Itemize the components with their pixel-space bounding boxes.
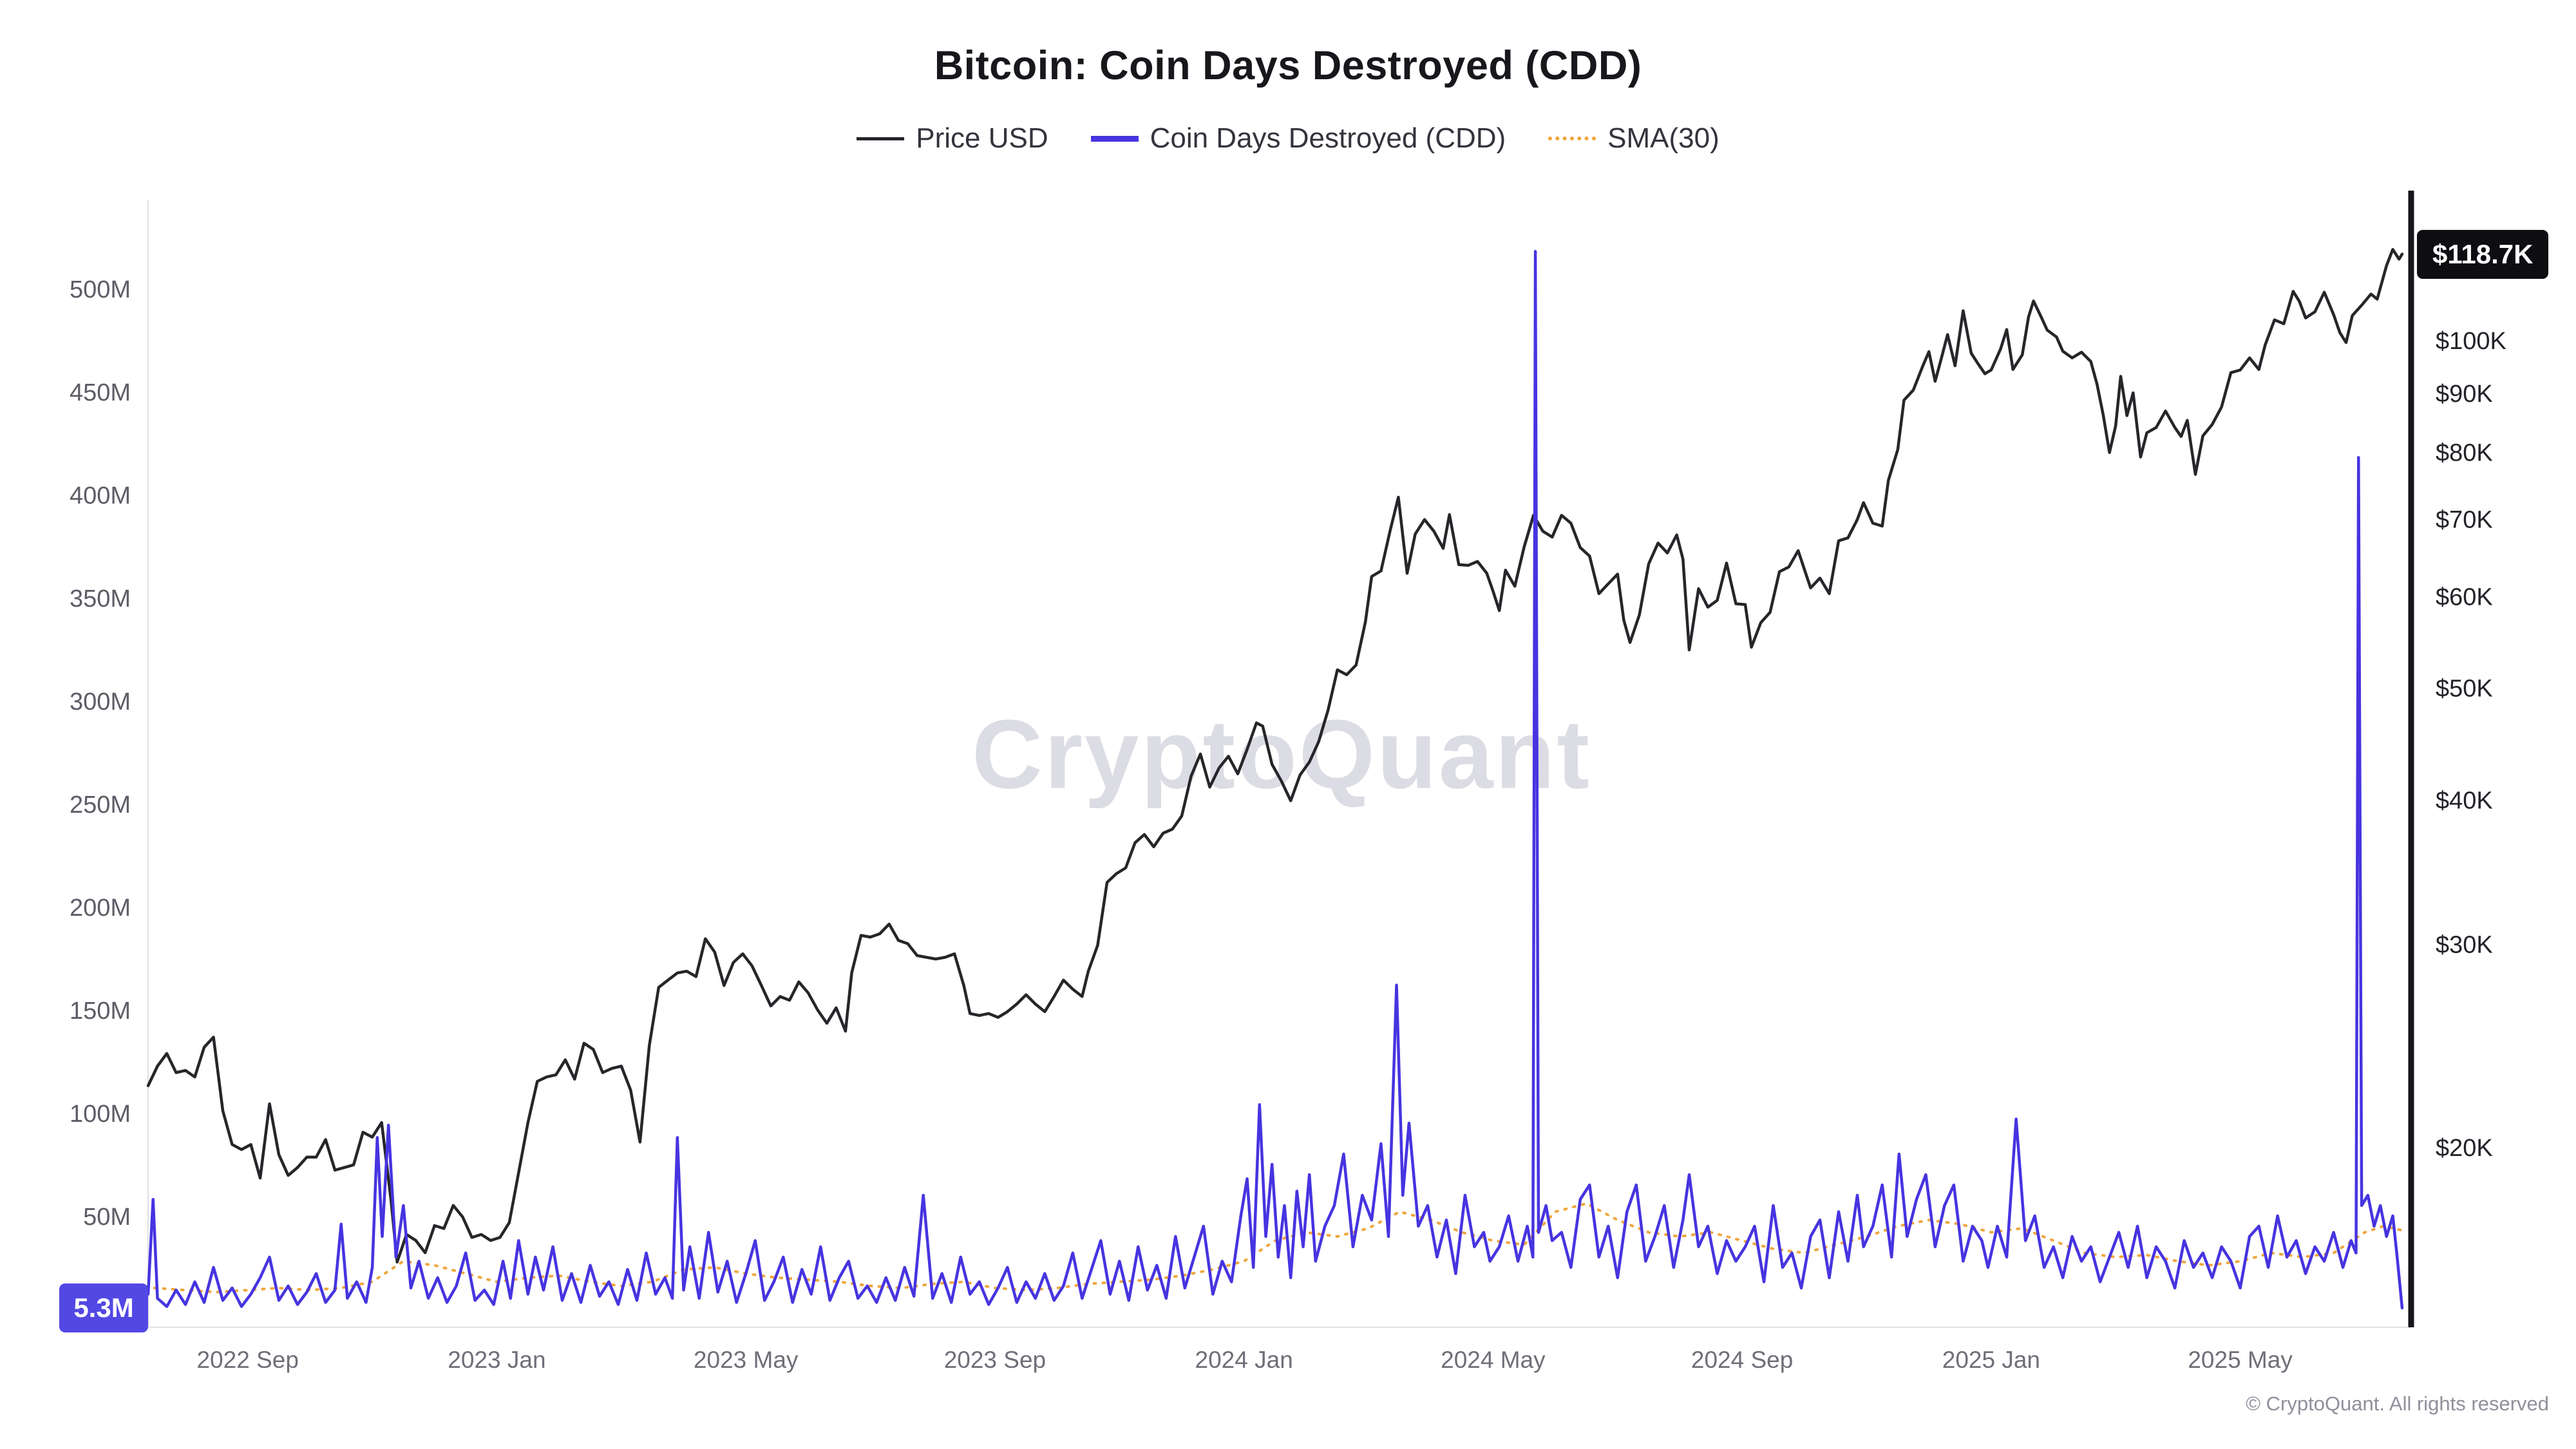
right-axis-tick-label: $90K <box>2436 381 2493 408</box>
legend-item-sma30[interactable]: SMA(30) <box>1548 122 1719 155</box>
x-axis-tick-label: 2025 May <box>2188 1347 2293 1373</box>
right-axis-tick-label: $80K <box>2436 440 2493 467</box>
x-axis-tick-label: 2025 Jan <box>1942 1347 2040 1373</box>
x-axis-tick-label: 2022 Sep <box>196 1347 298 1373</box>
copyright-footer: © CryptoQuant. All rights reserved <box>2246 1392 2549 1415</box>
right-axis-tick-label: $100K <box>2436 328 2506 355</box>
legend-label-sma30: SMA(30) <box>1607 122 1719 154</box>
left-axis-tick-label: 500M <box>70 276 131 303</box>
right-axis-tick-label: $50K <box>2436 676 2493 703</box>
left-axis-tick-label: 150M <box>70 998 131 1025</box>
current-price-badge: $118.7K <box>2417 229 2549 279</box>
left-axis-tick-label: 100M <box>70 1101 131 1128</box>
x-axis-tick-label: 2023 Sep <box>944 1347 1046 1373</box>
price-line-swatch-icon <box>857 137 905 140</box>
legend-label-price-usd: Price USD <box>916 122 1048 154</box>
current-cdd-badge: 5.3M <box>59 1283 148 1333</box>
left-axis-tick-label: 350M <box>70 585 131 612</box>
right-axis-tick-label: $30K <box>2436 931 2493 958</box>
sma-line-swatch-icon <box>1548 137 1596 140</box>
sma-line <box>153 1202 2403 1294</box>
legend-item-price-usd[interactable]: Price USD <box>857 122 1048 155</box>
right-axis-tick-label: $60K <box>2436 584 2493 611</box>
left-axis-tick-label: 450M <box>70 379 131 406</box>
cryptoquant-watermark: CryptoQuant <box>972 699 1591 810</box>
cdd-line-swatch-icon <box>1090 135 1139 142</box>
x-axis-tick-label: 2023 May <box>694 1347 799 1373</box>
legend-item-cdd[interactable]: Coin Days Destroyed (CDD) <box>1090 122 1506 155</box>
right-axis-tick-label: $20K <box>2436 1135 2493 1162</box>
legend-label-cdd: Coin Days Destroyed (CDD) <box>1150 122 1506 154</box>
x-axis-tick-label: 2024 May <box>1441 1347 1546 1373</box>
x-axis-tick-label: 2024 Sep <box>1691 1347 1793 1373</box>
chart-legend: Price USD Coin Days Destroyed (CDD) SMA(… <box>0 122 2576 155</box>
cdd-line <box>146 250 2404 1310</box>
chart-title: Bitcoin: Coin Days Destroyed (CDD) <box>934 43 1642 88</box>
x-axis-tick-label: 2023 Jan <box>448 1347 545 1373</box>
left-axis-tick-label: 250M <box>70 791 131 819</box>
left-axis-tick-label: 300M <box>70 688 131 715</box>
x-axis-tick-label: 2024 Jan <box>1195 1347 1293 1373</box>
right-axis-tick-label: $40K <box>2436 787 2493 814</box>
right-axis-tick-label: $70K <box>2436 507 2493 534</box>
left-axis-tick-label: 50M <box>83 1204 131 1231</box>
left-axis-tick-label: 200M <box>70 895 131 922</box>
left-axis-tick-label: 400M <box>70 482 131 509</box>
price-line <box>146 248 2404 1264</box>
